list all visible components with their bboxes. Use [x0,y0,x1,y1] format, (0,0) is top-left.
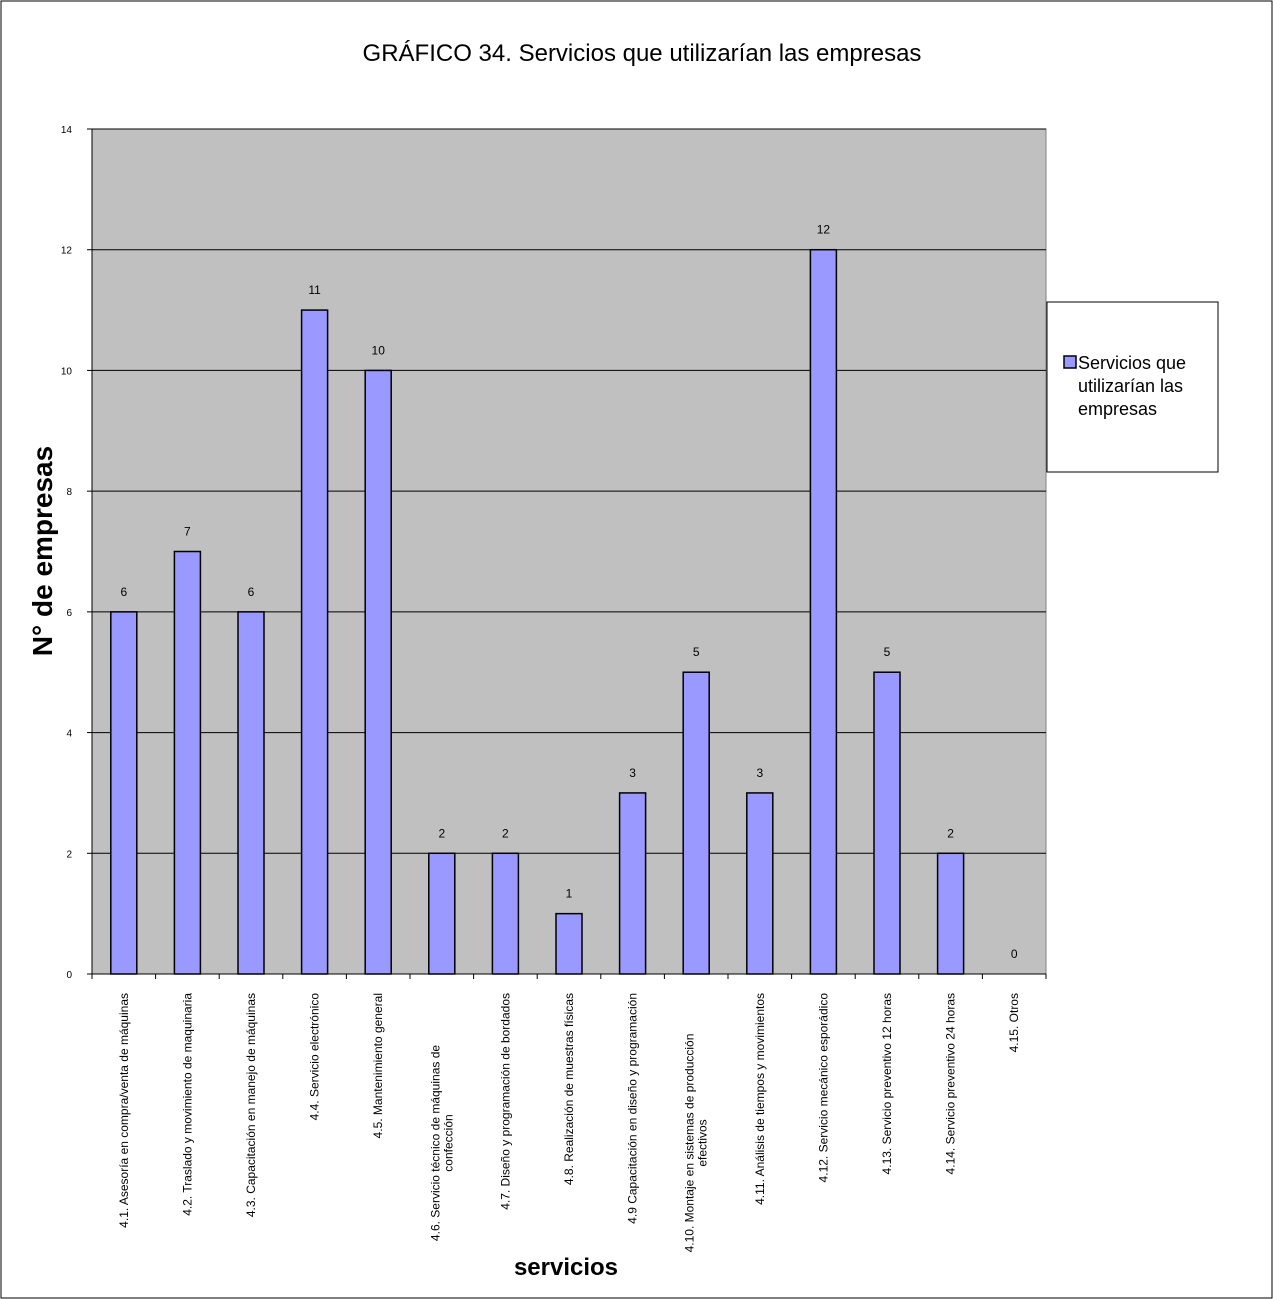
category-label-line: 4.2. Traslado y movimiento de maquinaria [180,993,194,1216]
category-label-line: 4.15. Otros [1007,993,1021,1052]
category-label-line: 4.3. Capacitación en manejo de máquinas [244,993,258,1217]
y-tick-label: 8 [66,487,72,498]
bar [364,369,392,975]
category-label: 4.7. Diseño y programación de bordados [498,993,512,1210]
y-tick-label: 12 [61,246,73,257]
category-label: 4.1. Asesoría en compra/venta de máquina… [117,993,131,1228]
data-label: 1 [566,887,573,901]
y-tick-label: 4 [66,729,72,740]
data-label: 11 [308,283,321,297]
category-label: 4.9 Capacitación en diseño y programació… [626,993,640,1224]
category-label-line: 4.5. Mantenimiento general [371,993,385,1138]
category-label: 4.15. Otros [1007,993,1021,1052]
bar [491,852,520,975]
y-tick-label: 0 [66,970,72,981]
category-label-line: 4.1. Asesoría en compra/venta de máquina… [117,993,131,1228]
legend-label: Servicios que [1078,353,1186,373]
legend-box [1046,301,1219,473]
bar [809,248,838,975]
bar [173,550,202,975]
data-label: 2 [502,826,509,840]
data-label: 6 [248,585,255,599]
data-label: 10 [372,343,386,357]
y-tick-label: 10 [61,366,73,377]
chart-title: GRÁFICO 34. Servicios que utilizarían la… [363,40,922,67]
category-label: 4.10. Montaje en sistemas de produccióne… [683,1034,710,1253]
data-label: 5 [884,645,891,659]
category-label: 4.2. Traslado y movimiento de maquinaria [180,993,194,1216]
category-label-line: 4.4. Servicio electrónico [308,993,322,1121]
category-label: 4.14. Servicio preventivo 24 horas [944,993,958,1174]
bar [746,792,774,975]
data-label: 2 [947,826,954,840]
bar [682,671,710,975]
category-label-line: 4.13. Servicio preventivo 12 horas [880,993,894,1174]
data-label: 6 [120,585,127,599]
y-tick-label: 2 [66,849,72,860]
legend-swatch [1063,355,1077,369]
bar [936,852,965,975]
data-label: 3 [756,766,763,780]
category-label: 4.5. Mantenimiento general [371,993,385,1138]
data-label: 5 [693,645,700,659]
category-label-line: 4.7. Diseño y programación de bordados [498,993,512,1210]
data-label: 2 [438,826,445,840]
category-label-line: 4.8. Realización de muestras físicas [562,993,576,1185]
bar [110,611,138,975]
data-label: 0 [1011,947,1018,961]
plot-area [91,128,1047,975]
x-axis-title: servicios [514,1254,618,1281]
data-label: 7 [184,525,191,539]
data-label: 12 [817,223,831,237]
bar [300,309,329,975]
category-label: 4.8. Realización de muestras físicas [562,993,576,1185]
bar [428,852,456,975]
category-label: 4.11. Análisis de tiempos y movimientos [753,993,767,1205]
category-label: 4.3. Capacitación en manejo de máquinas [244,993,258,1217]
bar [873,671,901,975]
y-axis-title: N° de empresas [27,446,58,656]
category-label: 4.12. Servicio mecánico esporádico [816,993,830,1183]
category-label-line: 4.10. Montaje en sistemas de producción [683,1034,697,1253]
y-tick-label: 14 [61,125,73,136]
legend-label: empresas [1078,399,1157,419]
category-label-line: 4.11. Análisis de tiempos y movimientos [753,993,767,1205]
category-label: 4.6. Servicio técnico de máquinas deconf… [428,1045,455,1241]
category-label-line: 4.9 Capacitación en diseño y programació… [626,993,640,1224]
category-label-line: efectivos [696,1119,710,1166]
data-label: 3 [629,766,636,780]
category-label-line: 4.6. Servicio técnico de máquinas de [428,1045,442,1241]
category-label-line: 4.12. Servicio mecánico esporádico [816,993,830,1183]
category-label: 4.4. Servicio electrónico [308,993,322,1121]
bar [618,792,647,975]
category-label-line: 4.14. Servicio preventivo 24 horas [944,993,958,1174]
legend-label: utilizarían las [1078,376,1183,396]
bar [237,611,265,975]
bar [555,912,583,975]
category-label-line: confección [441,1114,455,1171]
category-label: 4.13. Servicio preventivo 12 horas [880,993,894,1174]
y-tick-label: 6 [66,608,72,619]
